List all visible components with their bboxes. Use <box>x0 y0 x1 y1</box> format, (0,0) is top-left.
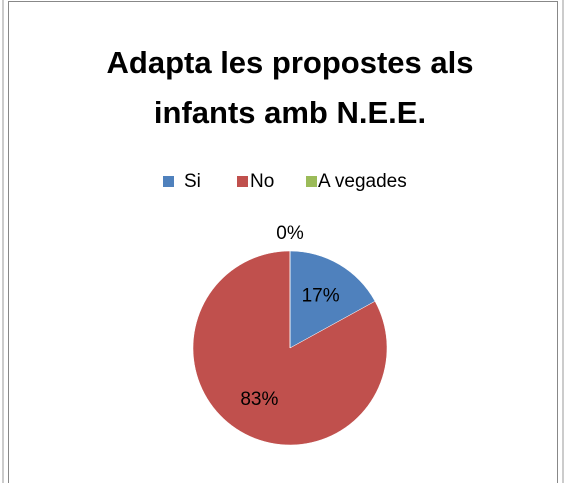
pie-slice <box>192 250 388 446</box>
data-label: 83% <box>240 389 278 410</box>
legend-swatch <box>306 176 317 187</box>
title-holder: Adapta les propostes als infants amb N.E… <box>106 45 474 130</box>
chart-title: Adapta les propostes als infants amb N.E… <box>106 45 474 130</box>
legend-swatch <box>163 176 174 187</box>
chart-border <box>8 1 558 483</box>
pie-slice <box>289 250 376 349</box>
data-label: 0% <box>276 223 304 244</box>
legend-swatch <box>237 176 248 187</box>
legend-label: Si <box>184 171 201 192</box>
data-label: 17% <box>302 285 340 306</box>
legend-label: No <box>250 171 274 192</box>
legend-label: A vegades <box>318 171 407 192</box>
